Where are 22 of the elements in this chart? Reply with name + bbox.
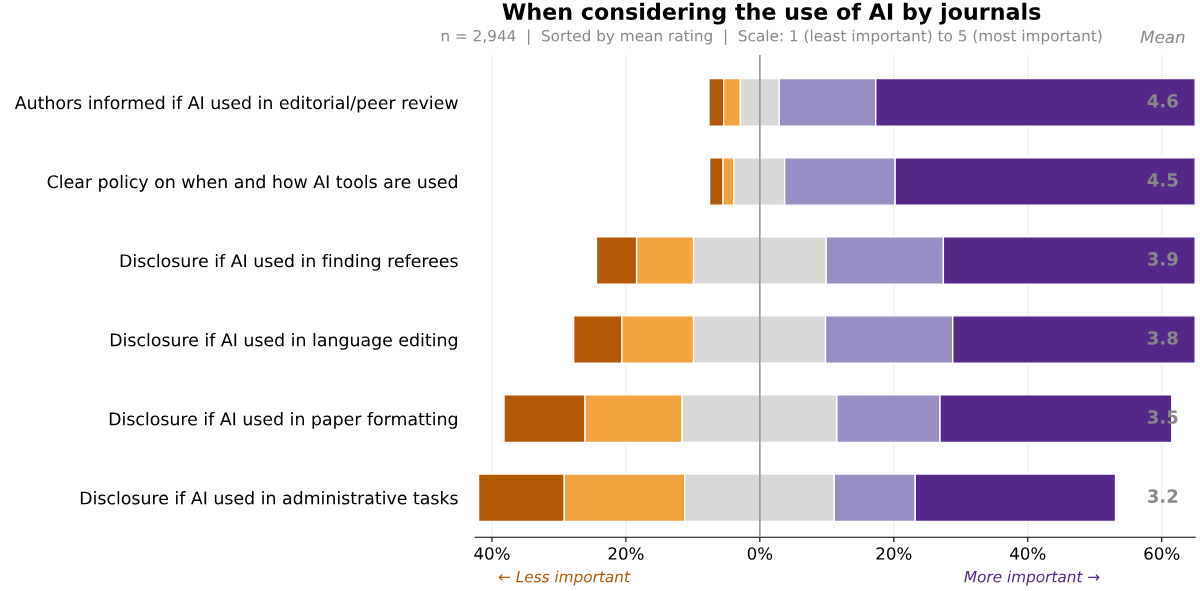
annotation: 3.9 — [1148, 252, 1178, 266]
chart-title: When considering the use of AI by journals — [502, 2, 1041, 25]
annotation: 4.6 — [1147, 94, 1178, 108]
x-tick-label: 20% — [876, 547, 912, 560]
x-tick-label: 60% — [1144, 547, 1180, 560]
x-tick-label: 40% — [1010, 547, 1046, 560]
annotation: 3.8 — [1148, 331, 1178, 345]
text: ← Less important — [498, 570, 631, 586]
x-tick-label: 20% — [608, 547, 644, 560]
chart-subtitle: n = 2,944 | Sorted by mean rating | Scale: 1 (least important) to 5 (most important) — [441, 29, 1102, 45]
y-tick-label: Disclosure if AI used in paper formatting — [109, 412, 457, 429]
annotation: 4.5 — [1147, 173, 1178, 187]
text: More important → — [964, 570, 1100, 586]
y-tick-label: Disclosure if AI used in language editing — [110, 332, 457, 350]
annotation: 3.2 — [1148, 489, 1178, 503]
text: Mean — [1140, 30, 1185, 44]
y-tick-label: Authors informed if AI used in editorial/peer review — [14, 95, 458, 113]
y-tick-label: Disclosure if AI used in administrative tasks — [80, 491, 458, 505]
y-tick-label: Clear policy on when and how AI tools are used — [47, 174, 457, 192]
y-tick-label: Disclosure if AI used in finding referees — [120, 253, 458, 271]
x-tick-label: 0% — [747, 547, 773, 560]
x-tick-label: 40% — [474, 547, 510, 560]
